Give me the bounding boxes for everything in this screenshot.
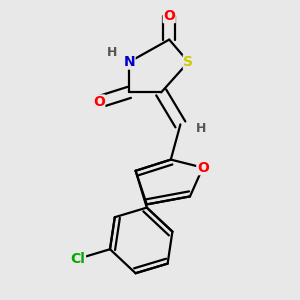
Text: O: O: [197, 160, 209, 175]
Text: O: O: [93, 95, 105, 109]
Text: H: H: [196, 122, 206, 135]
Text: O: O: [163, 9, 175, 22]
Text: H: H: [106, 46, 117, 59]
Text: Cl: Cl: [70, 252, 86, 266]
Text: N: N: [123, 55, 135, 69]
Text: S: S: [183, 55, 194, 69]
